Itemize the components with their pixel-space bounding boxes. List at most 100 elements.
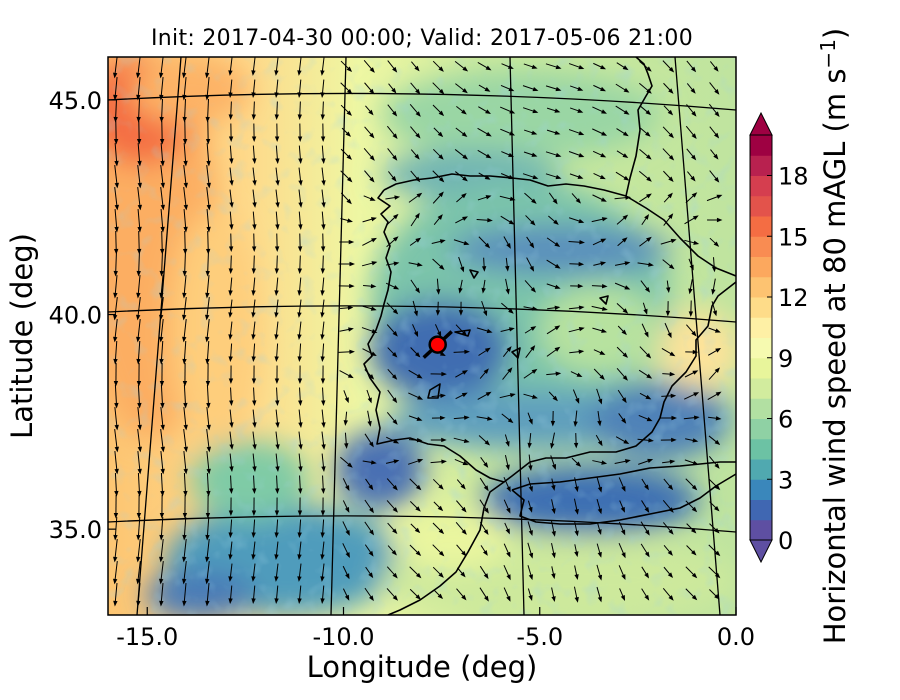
wind-arrow — [551, 587, 556, 602]
wind-arrow — [363, 147, 375, 161]
colorbar-label: Horizontal wind speed at 80 mAGL (m s−1) — [816, 28, 852, 645]
wind-arrow — [550, 411, 556, 427]
wind-arrow — [159, 120, 165, 145]
wind-arrow — [181, 561, 187, 585]
wind-arrow — [686, 83, 696, 94]
wind-arrow — [183, 384, 188, 409]
wind-arrow — [385, 459, 400, 464]
wind-arrow — [205, 362, 211, 387]
wind-arrow — [591, 217, 608, 223]
wind-arrow — [409, 566, 422, 579]
wind-arrow — [183, 407, 188, 431]
wind-arrow — [527, 542, 534, 559]
wind-arrow — [478, 172, 491, 180]
wind-arrow — [663, 544, 673, 556]
wind-arrow — [617, 389, 627, 404]
wind-arrow — [707, 391, 722, 401]
iberia-coastline — [363, 189, 736, 483]
wind-arrow — [500, 173, 515, 180]
wind-arrow — [707, 416, 722, 421]
wind-arrow — [638, 458, 654, 465]
wind-arrow — [251, 497, 257, 516]
wind-arrow — [228, 101, 233, 120]
station-marker — [422, 330, 453, 359]
wind-arrow — [182, 120, 188, 145]
wind-arrow — [229, 453, 234, 472]
wind-arrow — [523, 393, 538, 399]
wind-arrow — [137, 472, 142, 497]
wind-arrow — [252, 475, 257, 494]
wind-arrow — [572, 389, 580, 404]
wind-arrow — [364, 433, 374, 448]
colorbar-frame — [749, 134, 773, 541]
wind-arrow — [455, 216, 468, 224]
wind-arrow — [684, 215, 699, 225]
wind-arrow — [568, 63, 585, 70]
colorbar-segment — [750, 317, 772, 338]
wind-arrow — [321, 145, 326, 164]
wind-arrow — [568, 327, 585, 333]
wind-arrow — [387, 60, 398, 73]
wind-arrow — [596, 499, 602, 515]
wind-arrow — [274, 255, 280, 274]
wind-arrow — [408, 369, 423, 379]
wind-arrow — [640, 280, 651, 293]
wind-arrow — [183, 187, 188, 211]
wind-arrow — [228, 233, 234, 252]
wind-arrow — [616, 368, 628, 381]
wind-arrow — [546, 283, 561, 289]
wind-arrow — [275, 409, 280, 428]
wind-arrow — [206, 407, 211, 431]
wind-arrow — [205, 98, 210, 123]
wind-arrow — [458, 279, 463, 294]
wind-arrow — [275, 145, 280, 164]
wind-arrow — [297, 563, 302, 582]
wind-arrow — [275, 453, 280, 472]
y-tick-label: 40.0 — [49, 302, 102, 330]
wind-arrow — [499, 393, 516, 399]
inland-lake-4 — [511, 347, 521, 359]
wind-arrow — [477, 149, 492, 159]
wind-arrow — [478, 106, 491, 115]
wind-arrow — [343, 390, 349, 404]
colorbar-segment — [750, 195, 772, 217]
wind-arrow — [455, 392, 468, 400]
wind-arrow — [386, 436, 400, 444]
wind-arrow — [339, 327, 354, 332]
wind-arrow — [182, 582, 187, 607]
colorbar-tick-label: 12 — [778, 284, 809, 312]
wind-arrow — [364, 126, 375, 139]
wind-arrow — [568, 305, 585, 310]
wind-arrow — [499, 106, 516, 114]
colorbar — [749, 111, 773, 564]
colorbar-extend-high — [749, 111, 773, 136]
wind-arrow — [503, 476, 511, 493]
wind-arrow — [592, 106, 607, 114]
wind-arrow — [523, 306, 538, 311]
colorbar-segment — [750, 499, 772, 521]
wind-arrow — [502, 346, 512, 357]
wind-arrow — [113, 98, 118, 123]
wind-arrow — [251, 365, 257, 384]
wind-arrow — [229, 211, 234, 230]
wind-arrow — [477, 195, 492, 201]
wind-arrow — [252, 431, 257, 450]
wind-arrow — [660, 238, 677, 245]
wind-arrow — [320, 123, 326, 142]
colorbar-segment — [750, 337, 772, 359]
wind-arrow — [387, 368, 398, 380]
wind-arrow — [364, 369, 375, 380]
wind-arrow — [274, 299, 279, 318]
wind-arrow — [114, 407, 119, 431]
wind-arrow — [685, 349, 699, 355]
wind-arrow — [387, 347, 398, 358]
wind-arrow — [135, 57, 141, 79]
wind-arrow — [159, 77, 164, 101]
wind-arrow — [408, 392, 424, 400]
wind-arrow — [527, 588, 533, 601]
wind-arrow — [274, 57, 279, 76]
wind-arrow — [114, 429, 120, 453]
wind-arrow — [616, 150, 629, 158]
wind-arrow — [432, 60, 444, 72]
wind-arrow — [160, 165, 165, 189]
